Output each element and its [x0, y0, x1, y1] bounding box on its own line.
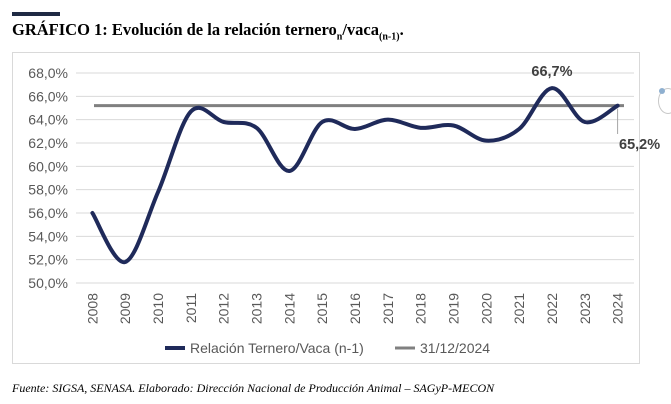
y-tick-label: 60,0%	[28, 158, 68, 174]
x-tick-label: 2015	[314, 293, 330, 324]
y-tick-label: 56,0%	[28, 205, 68, 221]
x-tick-label: 2021	[511, 293, 527, 324]
y-tick-label: 52,0%	[28, 252, 68, 268]
y-tick-label: 54,0%	[28, 228, 68, 244]
legend-label-reference: 31/12/2024	[420, 340, 490, 356]
y-tick-label: 50,0%	[28, 275, 68, 291]
legend: Relación Ternero/Vaca (n-1) 31/12/2024	[165, 340, 490, 356]
chart-title: GRÁFICO 1: Evolución de la relación tern…	[12, 20, 404, 43]
y-tick-label: 62,0%	[28, 135, 68, 151]
x-tick-label: 2016	[347, 293, 363, 324]
last-value-label: 65,2%	[619, 137, 660, 153]
x-tick-label: 2008	[84, 293, 100, 324]
x-tick-label: 2017	[380, 293, 396, 324]
x-tick-label: 2024	[610, 293, 626, 324]
x-tick-label: 2018	[413, 293, 429, 324]
x-tick-label: 2013	[249, 293, 265, 324]
x-tick-label: 2009	[117, 293, 133, 324]
header-rule	[12, 12, 60, 16]
max-value-label: 66,7%	[531, 64, 572, 80]
source-note: Fuente: SIGSA, SENASA. Elaborado: Direcc…	[12, 381, 495, 395]
x-tick-label: 2019	[445, 293, 461, 324]
y-tick-label: 66,0%	[28, 88, 68, 104]
series-line-relacion-ternero-vaca	[90, 86, 620, 264]
x-tick-label: 2023	[577, 293, 593, 324]
annotations: 66,7% 65,2%	[531, 64, 660, 153]
x-axis-labels: 2008 2009 2010 2011 2012 2013 2014 2015 2016 2017…	[84, 293, 625, 324]
legend-label-series: Relación Ternero/Vaca (n-1)	[190, 340, 364, 356]
line-chart: 50,0% 52,0% 54,0% 56,0% 58,0% 60,0% 62,0% 64,0%…	[28, 64, 660, 356]
y-axis-labels: 50,0% 52,0% 54,0% 56,0% 58,0% 60,0% 62,0% 64,0%…	[28, 65, 68, 291]
x-tick-label: 2012	[216, 293, 232, 324]
x-tick-label: 2011	[183, 293, 199, 323]
y-tick-label: 64,0%	[28, 112, 68, 128]
y-tick-label: 58,0%	[28, 182, 68, 198]
x-tick-label: 2022	[544, 293, 560, 324]
x-tick-label: 2010	[150, 293, 166, 324]
edge-dot-decoration	[659, 88, 665, 94]
x-tick-label: 2014	[281, 293, 297, 324]
y-tick-label: 68,0%	[28, 65, 68, 81]
chart-frame	[12, 52, 640, 364]
series-group	[90, 86, 624, 264]
x-tick-label: 2020	[478, 293, 494, 324]
